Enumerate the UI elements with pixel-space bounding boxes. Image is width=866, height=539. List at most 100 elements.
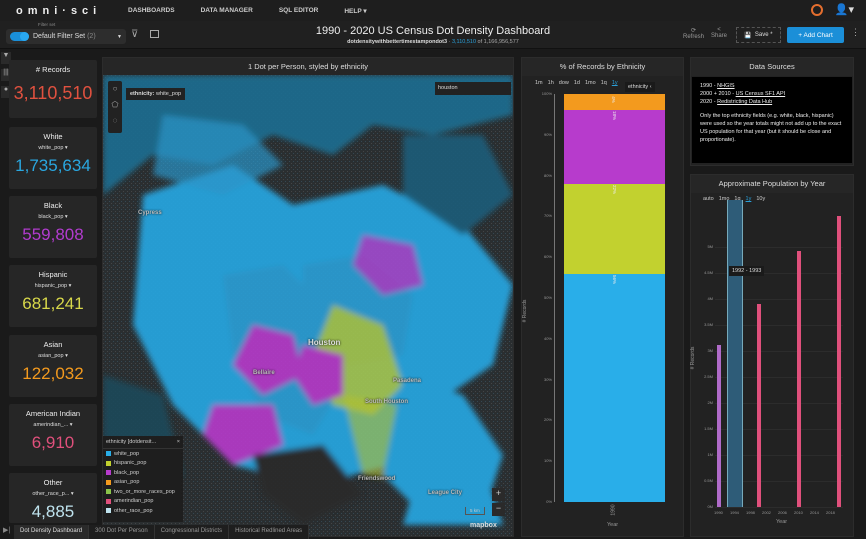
bin-1q[interactable]: 1q: [600, 80, 607, 86]
comment-icon[interactable]: [150, 30, 159, 38]
x-tick: 1990: [714, 510, 723, 515]
kpi-field-select[interactable]: white_pop ▾: [38, 145, 68, 151]
bar-2000[interactable]: [757, 304, 761, 507]
zoom-out-button[interactable]: −: [492, 503, 505, 516]
dot-density-map[interactable]: Houston Cypress Pasadena Friendswood Lea…: [103, 75, 513, 536]
bin-auto[interactable]: auto: [703, 196, 714, 202]
legend-item[interactable]: two_or_more_races_pop: [103, 487, 183, 497]
bin-1d[interactable]: 1d: [573, 80, 580, 86]
tab-dot-density-dashboard[interactable]: Dot Density Dashboard: [14, 525, 90, 539]
close-icon[interactable]: ×: [176, 439, 180, 445]
data-source-link[interactable]: US Census SF1 API: [735, 90, 786, 97]
bin-1mo[interactable]: 1mo: [584, 80, 596, 86]
filter-set-value: Default Filter Set: [33, 33, 86, 40]
bar-segment-hispanic_pop[interactable]: 22%: [564, 183, 665, 274]
kpi-field-select[interactable]: black_pop ▾: [38, 214, 68, 220]
data-source-link[interactable]: NHGIS: [717, 83, 735, 89]
share-button[interactable]: < Share: [711, 27, 727, 39]
polygon-draw-icon[interactable]: ⬠: [111, 100, 119, 109]
x-tick: 2010: [794, 510, 803, 515]
map-label-bellaire: Bellaire: [253, 370, 275, 376]
bin-1mo[interactable]: 1mo: [718, 196, 730, 202]
collapse-tabs-icon[interactable]: ▶|: [3, 527, 11, 534]
bar-segment-white_pop[interactable]: 56%: [564, 273, 665, 502]
legend-item[interactable]: asian_pop: [103, 478, 183, 488]
map-search-input[interactable]: houston: [435, 82, 511, 95]
segment-label: 22%: [612, 184, 618, 194]
kpi-value: 122,032: [22, 364, 84, 383]
gridline: [715, 454, 843, 456]
more-icon[interactable]: ⋮: [851, 27, 860, 37]
tab-congressional-districts[interactable]: Congressional Districts: [154, 525, 230, 539]
brush-selection[interactable]: [727, 200, 743, 507]
nav-help[interactable]: HELP ▾: [344, 7, 367, 15]
legend-item[interactable]: amerindian_pop: [103, 497, 183, 507]
legend-item[interactable]: hispanic_pop: [103, 459, 183, 469]
bar-2020[interactable]: [837, 215, 841, 507]
nav-dashboards[interactable]: DASHBOARDS: [128, 7, 175, 14]
save-button[interactable]: 💾 Save *: [736, 27, 781, 43]
map-legend: ethnicity [dotdensit... × white_pop hispan…: [103, 436, 183, 522]
omnisci-logo[interactable]: omni·sci: [16, 4, 102, 17]
y-tick: 1M: [707, 451, 713, 457]
palette-icon[interactable]: ●: [1, 86, 11, 98]
data-source-link[interactable]: Redistricting Data Hub: [717, 98, 773, 105]
zoom-in-button[interactable]: +: [492, 488, 505, 501]
bin-1m[interactable]: 1m: [535, 80, 543, 86]
bin-10y[interactable]: 10y: [756, 196, 766, 202]
user-icon[interactable]: 👤▾: [834, 4, 854, 16]
bin-1y[interactable]: 1y: [745, 196, 752, 202]
y-tick: 10%: [543, 458, 552, 464]
filter-toggle[interactable]: [10, 32, 29, 41]
filter-icon[interactable]: ⊽: [131, 29, 139, 40]
tab-historical-redlined-areas[interactable]: Historical Redlined Areas: [229, 525, 310, 539]
legend-item[interactable]: black_pop: [103, 468, 183, 478]
layers-icon[interactable]: |||: [1, 69, 11, 81]
circle-draw-icon[interactable]: ○: [112, 84, 118, 93]
filter-set-select[interactable]: Filter set Default Filter Set (2) ▼: [6, 22, 126, 44]
legend-label: amerindian_pop: [114, 498, 154, 504]
bar-segment-black_pop[interactable]: 18%: [564, 110, 665, 184]
refresh-button[interactable]: ⟳ Refresh: [683, 27, 704, 40]
kpi-asian: Asian asian_pop ▾ 122,032: [9, 335, 97, 397]
share-icon: <: [717, 27, 721, 33]
kpi-field-select[interactable]: amerindian_... ▾: [33, 422, 73, 428]
y-tick: 0.5M: [704, 477, 713, 483]
jupyter-icon[interactable]: [810, 3, 823, 16]
tooltip-value: white_pop: [155, 91, 182, 97]
y-tick: 20%: [543, 417, 552, 423]
lasso-icon[interactable]: ◌: [112, 116, 118, 125]
legend-swatch: [106, 451, 111, 457]
kpi-field-select[interactable]: asian_pop ▾: [38, 353, 68, 359]
y-tick: 4M: [707, 295, 713, 301]
y-tick: 3M: [707, 347, 713, 353]
map-label-pasadena: Pasadena: [393, 378, 422, 384]
bin-1q[interactable]: 1q: [734, 196, 741, 202]
population-y-label: # Records: [690, 346, 696, 370]
legend-item[interactable]: white_pop: [103, 449, 183, 459]
bar-2010[interactable]: [797, 250, 801, 507]
bin-1h[interactable]: 1h: [547, 80, 554, 86]
legend-label: two_or_more_races_pop: [114, 488, 175, 495]
dashboard-tabs: Dot Density Dashboard 300 Dot Per Person C…: [14, 525, 310, 539]
bin-1y[interactable]: 1y: [611, 80, 618, 86]
kpi-field-select[interactable]: hispanic_pop ▾: [34, 283, 72, 289]
kpi-title: # Records: [35, 65, 71, 74]
bar-1990[interactable]: [717, 345, 721, 507]
ethnicity-x-label: Year: [607, 522, 619, 528]
legend-item[interactable]: other_race_pop: [103, 506, 183, 516]
kpi-american-indian: American Indian amerindian_... ▾ 6,910: [9, 404, 97, 466]
bar-segment-asian_pop[interactable]: 4%: [564, 94, 665, 111]
nav-sql-editor[interactable]: SQL EDITOR: [278, 7, 319, 14]
legend-toggle-button[interactable]: ethnicity ‹: [625, 82, 655, 92]
kpi-hispanic: Hispanic hispanic_pop ▾ 681,241: [9, 265, 97, 327]
nav-data-manager[interactable]: DATA MANAGER: [200, 7, 253, 14]
legend-label: hispanic_pop: [114, 460, 147, 466]
bin-dow[interactable]: dow: [558, 80, 569, 86]
add-chart-button[interactable]: + Add Chart: [787, 27, 844, 43]
filter-panel-icon[interactable]: ▼: [1, 52, 11, 64]
population-chart-title: Approximate Population by Year: [691, 175, 853, 193]
tab-300-dot-per-person[interactable]: 300 Dot Per Person: [89, 525, 155, 539]
kpi-title: White: [43, 132, 63, 141]
kpi-field-select[interactable]: other_race_p... ▾: [32, 491, 74, 497]
